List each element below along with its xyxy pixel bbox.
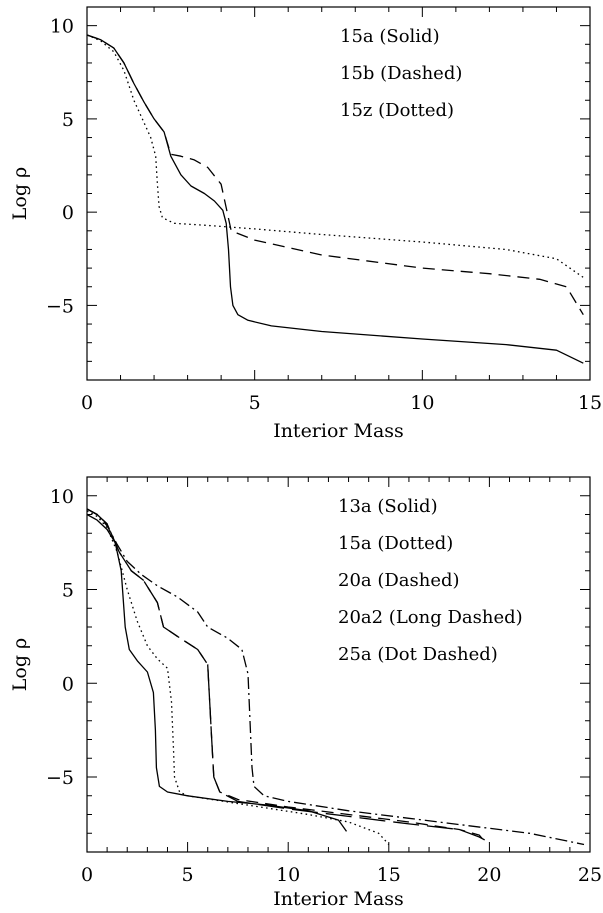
- legend-entry: 15a (Solid): [340, 26, 440, 47]
- y-axis-title: Log ρ: [9, 638, 31, 691]
- y-tick-label: 0: [62, 202, 74, 224]
- x-tick-label: 15: [578, 392, 602, 414]
- x-tick-label: 0: [81, 864, 93, 886]
- series-line-15a: [86, 510, 390, 845]
- x-tick-label: 0: [81, 392, 93, 414]
- x-tick-label: 5: [182, 864, 194, 886]
- x-axis-title: Interior Mass: [273, 888, 404, 910]
- y-tick-label: −5: [46, 295, 74, 317]
- y-tick-label: 5: [62, 109, 74, 131]
- legend-entry: 20a2 (Long Dashed): [338, 607, 523, 628]
- x-tick-label: 5: [249, 392, 261, 414]
- y-tick-label: 0: [62, 673, 74, 695]
- legend-entry: 13a (Solid): [338, 496, 438, 517]
- series-line-25a: [86, 508, 585, 846]
- legend-entry: 15z (Dotted): [340, 100, 454, 121]
- series-line-20a: [86, 508, 486, 844]
- y-tick-label: −5: [46, 767, 74, 789]
- legend-entry: 25a (Dot Dashed): [338, 644, 498, 665]
- legend-entry: 20a (Dashed): [338, 570, 460, 591]
- x-tick-label: 25: [578, 864, 602, 886]
- series-line-15b: [86, 34, 584, 316]
- x-tick-label: 15: [377, 864, 401, 886]
- x-tick-label: 10: [276, 864, 300, 886]
- chart-panel-1: 0 5 10 15 −5 0 5 10 Interior Mass Log ρ 15a (Solid…: [9, 6, 602, 442]
- y-tick-label: 10: [50, 486, 74, 508]
- y-tick-label: 10: [50, 16, 74, 38]
- series-line-15a: [86, 34, 584, 364]
- series-line-20a2: [86, 508, 490, 844]
- plot-frame: [86, 6, 591, 381]
- y-tick-label: 5: [62, 580, 74, 602]
- legend-entry: 15a (Dotted): [338, 533, 453, 554]
- x-tick-label: 20: [477, 864, 501, 886]
- series-line-15z: [86, 34, 584, 278]
- y-axis-title: Log ρ: [9, 167, 31, 220]
- x-axis-title: Interior Mass: [273, 420, 404, 442]
- x-tick-label: 10: [410, 392, 434, 414]
- legend-entry: 15b (Dashed): [340, 63, 462, 84]
